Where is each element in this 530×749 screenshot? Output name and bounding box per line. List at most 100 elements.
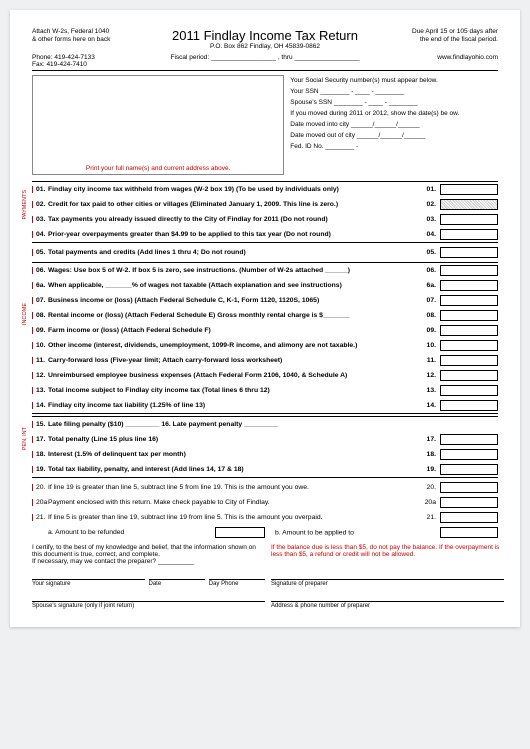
amount-box[interactable] [440,370,498,381]
amount-box[interactable] [440,325,498,336]
form-line: 06.Wages: Use box 5 of W-2. If box 5 is … [32,263,498,278]
line-num: 03. [32,216,48,223]
line-rn: 14. [420,402,440,409]
line-desc: Tax payments you already issued directly… [48,216,420,223]
line-rn: 04. [420,231,440,238]
fed-id[interactable]: Fed. ID No. ________ - [290,141,496,152]
line-desc: Other income (interest, dividends, unemp… [48,342,420,349]
line-rn: 19. [420,466,440,473]
line-num: 21. [32,514,48,521]
line-num: 11. [32,357,48,364]
line-num: 08. [32,312,48,319]
your-signature-line[interactable]: Your signature [32,579,145,587]
line-desc: Prior-year overpayments greater than $4.… [48,231,420,238]
amount-box[interactable] [440,295,498,306]
bottom-section: 20.If line 19 is greater than line 5, su… [32,480,498,525]
your-ssn[interactable]: Your SSN ________ - ____ - ________ [290,86,496,97]
amount-box[interactable] [440,265,498,276]
move-note: If you moved during 2011 or 2012, show t… [290,108,496,119]
form-line: 13.Total income subject to Findlay city … [32,383,498,398]
applied-label: b. Amount to be applied to [275,529,354,536]
preparer-signature-line[interactable]: Signature of preparer [271,579,504,587]
url: www.findlayohio.com [382,54,499,68]
amount-box[interactable] [440,184,498,195]
moved-out[interactable]: Date moved out of city ______/______/___… [290,130,496,141]
amount-box[interactable] [440,340,498,351]
amount-box[interactable] [440,355,498,366]
attach-note-2: & other forms here on back [32,36,149,44]
amount-box[interactable] [440,434,498,445]
line-num: 14. [32,402,48,409]
refund-apply-row: a. Amount to be refunded b. Amount to be… [32,525,498,540]
name-address-box[interactable]: Print your full name(s) and current addr… [32,75,284,175]
amount-box[interactable] [440,214,498,225]
form-address: P.O. Box 862 Findlay, OH 45839-0862 [149,43,382,50]
pen-label: PEN, INT [22,427,28,450]
line-num: 06. [32,267,48,274]
refund-box[interactable] [215,527,265,538]
amount-box[interactable] [440,464,498,475]
form-line: 02.Credit for tax paid to other cities o… [32,197,498,212]
amount-box[interactable] [440,229,498,240]
day-phone-line[interactable]: Day Phone [209,579,265,587]
line-num: 04. [32,231,48,238]
preparer-address-line[interactable]: Address & phone number of preparer [271,601,504,609]
phone-fax: Phone: 419-424-7133 Fax: 419-424-7410 [32,54,149,68]
line-rn: 06. [420,267,440,274]
due-date-2: the end of the fiscal period. [382,36,499,44]
due-date-1: Due April 15 or 105 days after [382,28,499,36]
amount-box[interactable] [440,449,498,460]
form-line: 15.Late filing penalty ($10) _________ 1… [32,417,498,432]
ssn-heading: Your Social Security number(s) must appe… [290,75,496,86]
line-rn: 08. [420,312,440,319]
form-line: 18.Interest (1.5% of delinquent tax per … [32,447,498,462]
amount-box[interactable] [440,280,498,291]
line-desc: Business income or (loss) (Attach Federa… [48,297,420,304]
spouse-signature-line[interactable]: Spouse's signature (only if joint return… [32,601,265,609]
moved-in[interactable]: Date moved into city ______/______/_____… [290,119,496,130]
line-num: 18. [32,451,48,458]
form-line: 20.If line 19 is greater than line 5, su… [32,480,498,495]
date-line[interactable]: Date [149,579,205,587]
line-rn: 21. [420,514,440,521]
header-row2: Phone: 419-424-7133 Fax: 419-424-7410 Fi… [32,54,498,68]
spouse-ssn[interactable]: Spouse's SSN ________ - ____ - ________ [290,97,496,108]
form-title: 2011 Findlay Income Tax Return [149,28,382,43]
amount-box[interactable] [440,497,498,508]
certification-text: I certify, to the best of my knowledge a… [32,544,265,565]
tax-form: Attach W-2s, Federal 1040 & other forms … [10,10,520,627]
amount-box[interactable] [440,482,498,493]
amount-box[interactable] [440,400,498,411]
amount-box[interactable] [440,512,498,523]
line-desc: Interest (1.5% of delinquent tax per mon… [48,451,420,458]
form-line: 08.Rental income or (loss) (Attach Feder… [32,308,498,323]
form-line: 07.Business income or (loss) (Attach Fed… [32,293,498,308]
applied-box[interactable] [440,527,498,538]
line-rn: 05. [420,249,440,256]
amount-box[interactable] [440,247,498,258]
line-desc: When applicable, _______% of wages not t… [48,282,420,289]
line-desc: Total income subject to Findlay city inc… [48,387,420,394]
form-line: 19.Total tax liability, penalty, and int… [32,462,498,477]
line-desc: Unreimbursed employee business expenses … [48,372,420,379]
amount-box[interactable] [440,385,498,396]
amount-box[interactable] [440,310,498,321]
line-desc: Late filing penalty ($10) _________ 16. … [48,421,420,428]
attach-note: Attach W-2s, Federal 1040 [32,28,149,36]
fiscal-period: Fiscal period: __________________ , thru… [149,54,382,68]
line-rn: 6a. [420,282,440,289]
line-rn: 12. [420,372,440,379]
form-line: 04.Prior-year overpayments greater than … [32,227,498,242]
form-line: 09.Farm income or (loss) (Attach Federal… [32,323,498,338]
line-rn: 18. [420,451,440,458]
header-left: Attach W-2s, Federal 1040 & other forms … [32,28,149,50]
income-section: INCOME 06.Wages: Use box 5 of W-2. If bo… [32,262,498,414]
header-right: Due April 15 or 105 days after the end o… [382,28,499,50]
name-box-caption: Print your full name(s) and current addr… [33,165,283,172]
form-line: 12.Unreimbursed employee business expens… [32,368,498,383]
line-rn: 07. [420,297,440,304]
line-desc: Payment enclosed with this return. Make … [48,499,420,506]
signature-row-2: Spouse's signature (only if joint return… [32,601,498,609]
line-rn: 02. [420,201,440,208]
amount-box[interactable] [440,199,498,210]
